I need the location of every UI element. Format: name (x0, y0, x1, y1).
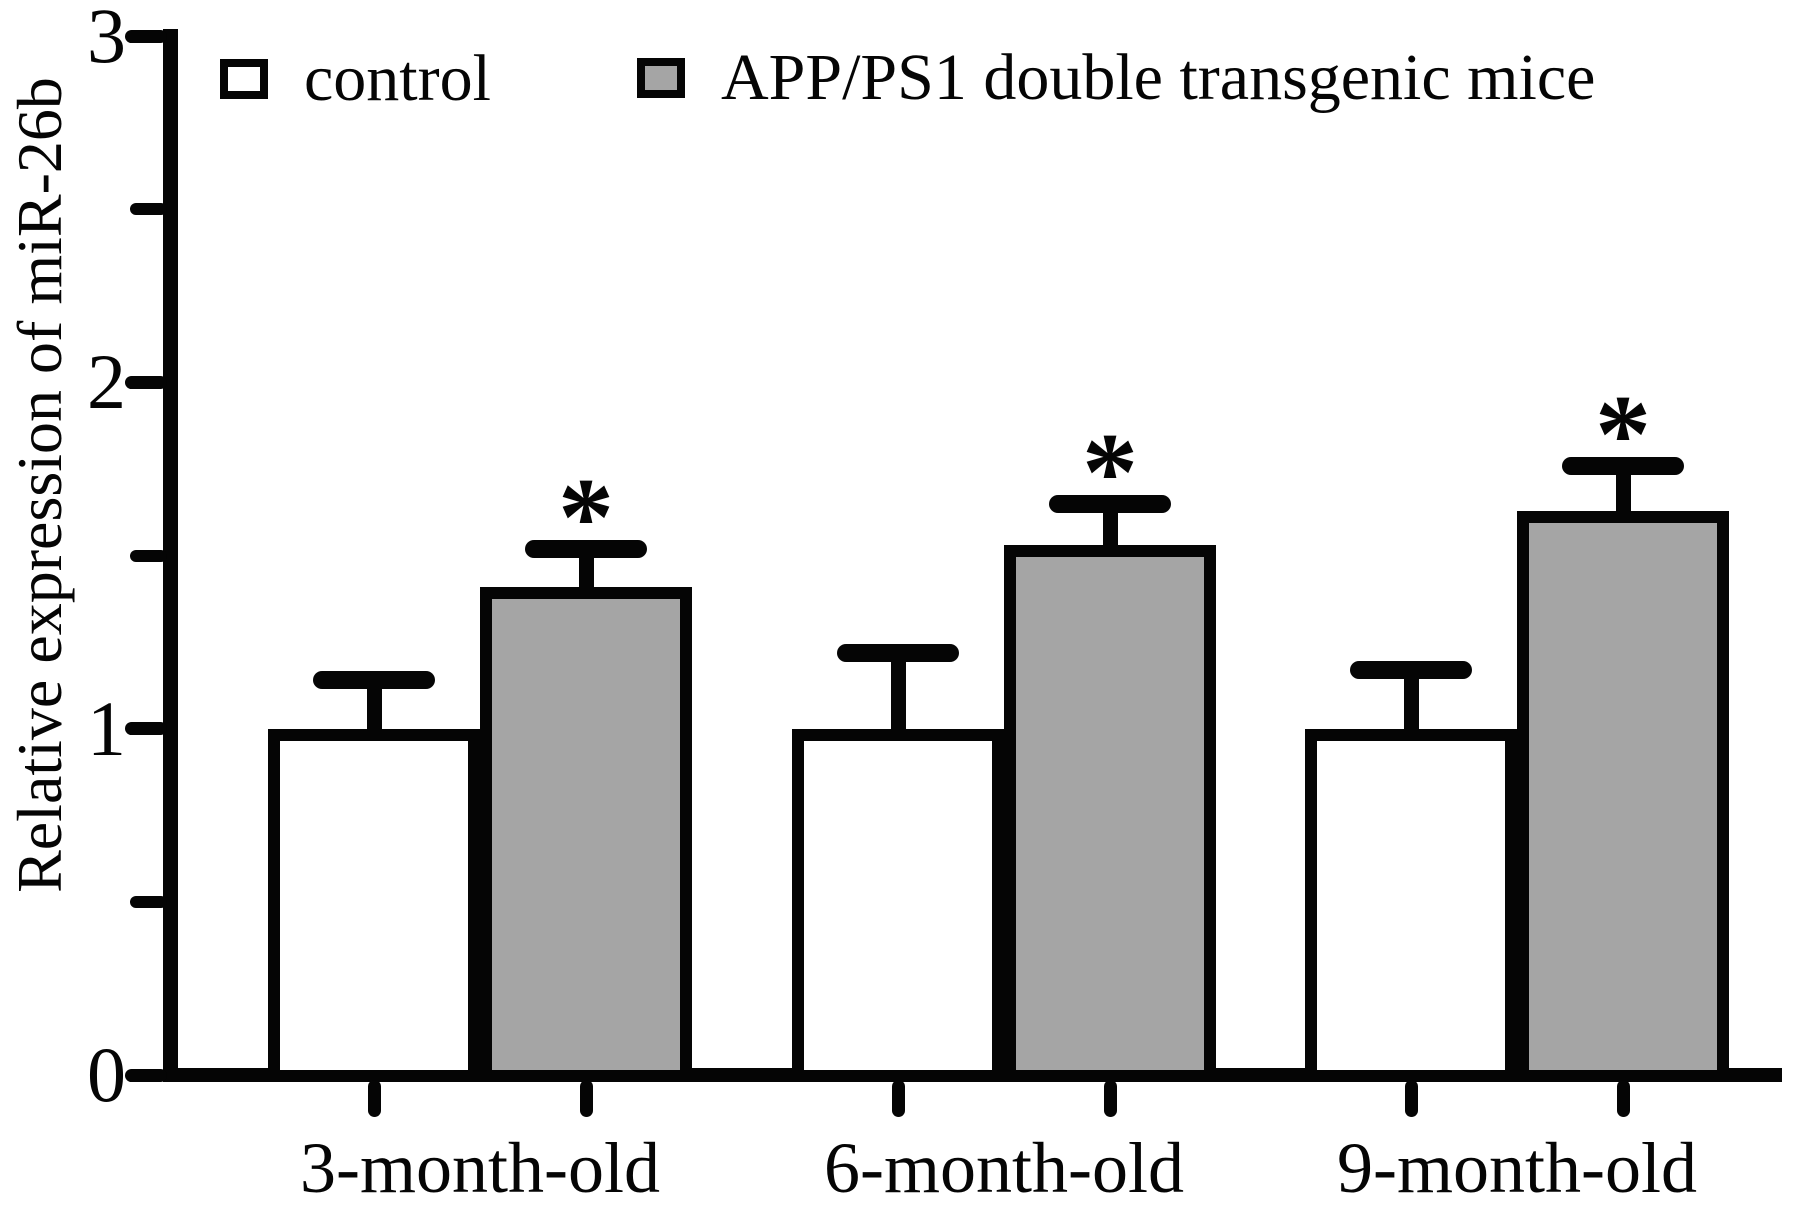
y-minor-tick (130, 549, 167, 562)
error-bar-stem (578, 548, 594, 599)
error-bar-stem (1102, 503, 1118, 558)
y-major-tick (125, 722, 167, 736)
significance-asterisk: * (558, 455, 614, 580)
x-tick (1103, 1080, 1117, 1117)
x-tick (367, 1080, 381, 1117)
error-bar-stem (890, 652, 906, 741)
legend-item-control: control (220, 44, 491, 114)
error-bar-cap (1350, 660, 1472, 679)
x-tick (1404, 1080, 1418, 1117)
category-label: 9-month-old (1337, 1128, 1697, 1207)
y-tick-label: 3 (87, 0, 126, 80)
legend-label-app-ps1: APP/PS1 double transgenic mice (721, 41, 1596, 114)
x-tick (579, 1080, 593, 1117)
y-axis-spine (163, 29, 178, 1082)
y-major-tick (125, 375, 167, 389)
error-bar-stem (1403, 669, 1419, 741)
error-bar-stem (366, 680, 382, 741)
bar-app-ps1 (1004, 545, 1216, 1082)
bar-control (1305, 728, 1517, 1082)
y-minor-tick (130, 203, 167, 216)
y-major-tick (125, 1068, 167, 1082)
category-label: 6-month-old (824, 1128, 1184, 1207)
bar-app-ps1 (1517, 510, 1729, 1082)
error-bar-cap (1049, 494, 1171, 513)
error-bar-cap (525, 539, 647, 558)
error-bar-cap (837, 643, 959, 662)
bar-app-ps1 (480, 586, 692, 1082)
y-tick-label: 0 (87, 1031, 126, 1118)
bar-control (792, 728, 1004, 1082)
y-tick-label: 2 (87, 338, 126, 426)
x-tick (891, 1080, 905, 1117)
error-bar-cap (1562, 456, 1684, 475)
x-tick (1616, 1080, 1630, 1117)
error-bar-cap (313, 671, 435, 690)
error-bar-stem (1615, 465, 1631, 523)
legend-item-app-ps1: APP/PS1 double transgenic mice (637, 43, 1595, 113)
legend-swatch-app-ps1 (637, 58, 685, 98)
y-tick-label: 1 (87, 684, 126, 772)
y-major-tick (125, 29, 167, 43)
bar-control (268, 728, 480, 1082)
y-minor-tick (130, 895, 167, 908)
legend-label-control: control (304, 42, 491, 115)
category-label: 3-month-old (300, 1128, 660, 1207)
significance-asterisk: * (1595, 372, 1651, 497)
legend-swatch-control (220, 59, 268, 99)
significance-asterisk: * (1082, 410, 1138, 535)
